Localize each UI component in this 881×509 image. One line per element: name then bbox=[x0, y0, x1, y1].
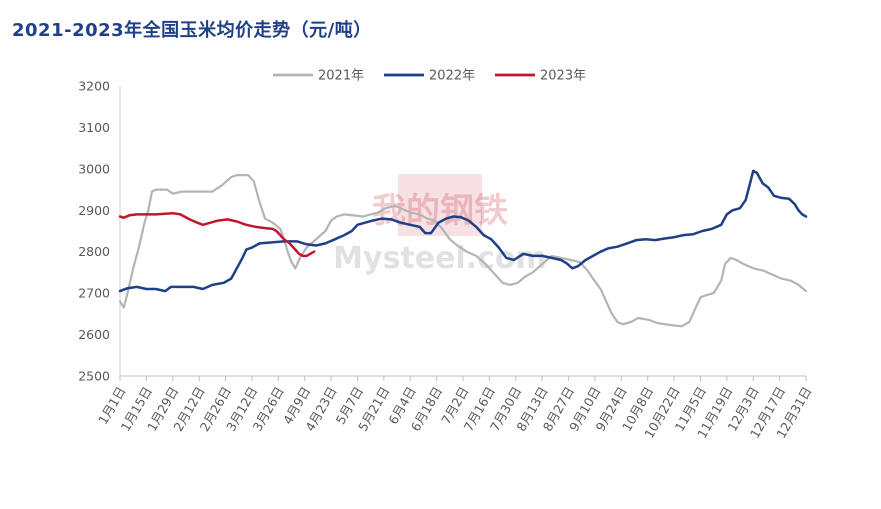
y-tick-label: 3200 bbox=[78, 79, 110, 94]
y-tick-label: 2600 bbox=[78, 327, 110, 342]
y-tick-label: 3100 bbox=[78, 120, 110, 135]
legend: 2021年 2022年 2023年 bbox=[273, 69, 586, 84]
series-line-1 bbox=[118, 174, 808, 328]
y-tick-label: 3000 bbox=[78, 161, 110, 176]
x-axis: 1月1日1月15日1月29日2月12日2月26日3月12日3月26日4月9日4月… bbox=[95, 375, 815, 441]
chart-title: 2021-2023年全国玉米均价走势（元/吨） bbox=[12, 20, 372, 41]
y-tick-label: 2500 bbox=[78, 369, 110, 384]
legend-label-2: 2022年 bbox=[429, 69, 475, 84]
series-layer bbox=[118, 169, 808, 328]
y-tick-label: 2700 bbox=[78, 286, 110, 301]
y-tick-label: 2900 bbox=[78, 203, 110, 218]
legend-label-3: 2023年 bbox=[540, 69, 586, 84]
watermark-cn: 我的钢铁 bbox=[372, 191, 508, 231]
y-tick-label: 2800 bbox=[78, 244, 110, 259]
series-line-2 bbox=[118, 169, 808, 293]
y-axis: 2500 2600 2700 2800 2900 3000 3100 3200 bbox=[78, 79, 121, 384]
legend-label-1: 2021年 bbox=[318, 69, 364, 84]
series-line-3 bbox=[118, 211, 316, 258]
